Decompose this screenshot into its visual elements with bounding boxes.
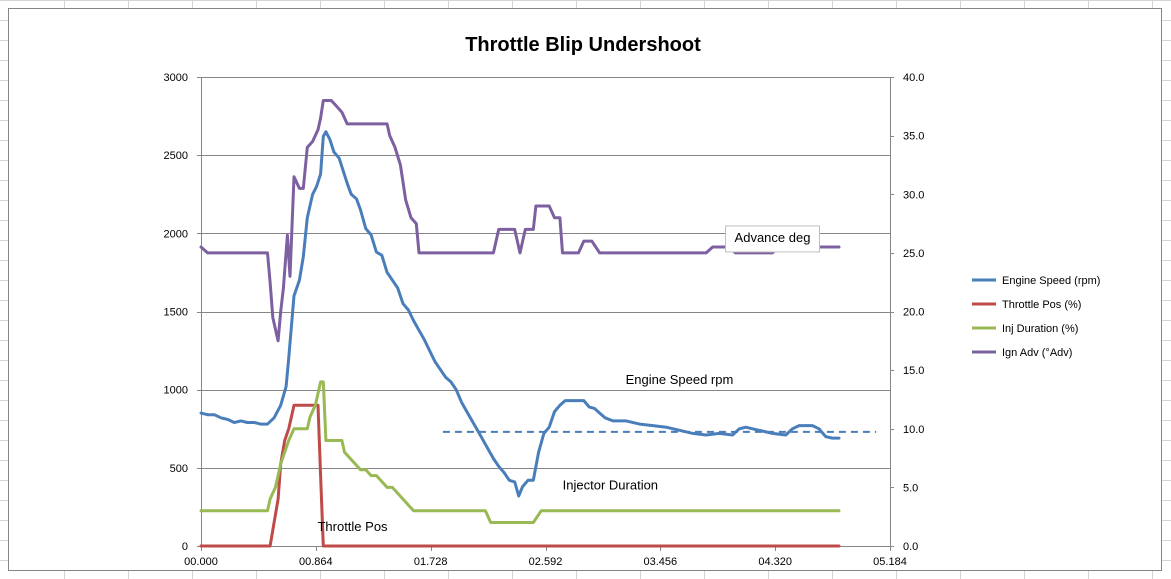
chart-svg: Throttle Blip Undershoot 0 500 1000 1500 200… <box>164 34 1101 568</box>
y-right-tick-label: 20.0 <box>903 307 924 319</box>
annotation-box <box>725 225 820 253</box>
y-right-tick-label: 5.0 <box>903 482 918 494</box>
y-left-tick-label: 1000 <box>164 385 188 397</box>
y-right-tick-label: 0.0 <box>903 541 918 553</box>
y-left-tick-label: 1500 <box>164 307 188 319</box>
x-tick-label: 00.000 <box>184 556 218 568</box>
chart-title: Throttle Blip Undershoot <box>465 34 701 56</box>
legend-entry: Inj Duration (%) <box>1002 323 1078 335</box>
y-right-tick-label: 40.0 <box>903 72 924 84</box>
x-tick-label: 01.728 <box>414 556 448 568</box>
series-line-inj-duration[interactable] <box>199 380 841 524</box>
y-right-tick-label: 25.0 <box>903 248 924 260</box>
y-right-tick-label: 30.0 <box>903 189 924 201</box>
x-tick-label: 03.456 <box>644 556 678 568</box>
series-line-throttle-pos[interactable] <box>199 403 841 548</box>
chart-area[interactable]: Throttle Blip Undershoot 0 500 1000 1500 200… <box>8 8 1162 571</box>
series-line-ign-adv-adv[interactable] <box>199 99 841 343</box>
x-tick-label: 02.592 <box>529 556 563 568</box>
x-tick-label: 04.320 <box>758 556 792 568</box>
y-left-tick-label: 3000 <box>164 72 188 84</box>
series-line-engine-speed-rpm[interactable] <box>199 130 841 498</box>
x-tick-label: 05.184 <box>873 556 907 568</box>
annotation-label: Engine Speed rpm <box>626 372 734 387</box>
y-right-tick-label: 35.0 <box>903 131 924 143</box>
y-right-tick-label: 15.0 <box>903 365 924 377</box>
y-left-tick-label: 2000 <box>164 228 188 240</box>
x-tick-label: 00.864 <box>299 556 333 568</box>
annotation-label: Injector Duration <box>563 478 658 493</box>
y-left-tick-label: 500 <box>170 463 188 475</box>
plot-area[interactable]: 0 500 1000 1500 2000 2500 3000 0.0 5.0 10.0 15.0 20… <box>164 72 1101 568</box>
legend-entry: Ign Adv (°Adv) <box>1002 347 1072 359</box>
y-right-tick-label: 10.0 <box>903 424 924 436</box>
legend-entry: Engine Speed (rpm) <box>1002 275 1100 287</box>
annotation-label: Advance deg <box>735 230 811 245</box>
y-left-tick-label: 2500 <box>164 150 188 162</box>
legend-entry: Throttle Pos (%) <box>1002 299 1081 311</box>
y-left-tick-label: 0 <box>182 541 188 553</box>
annotation-label: Throttle Pos <box>317 519 388 534</box>
